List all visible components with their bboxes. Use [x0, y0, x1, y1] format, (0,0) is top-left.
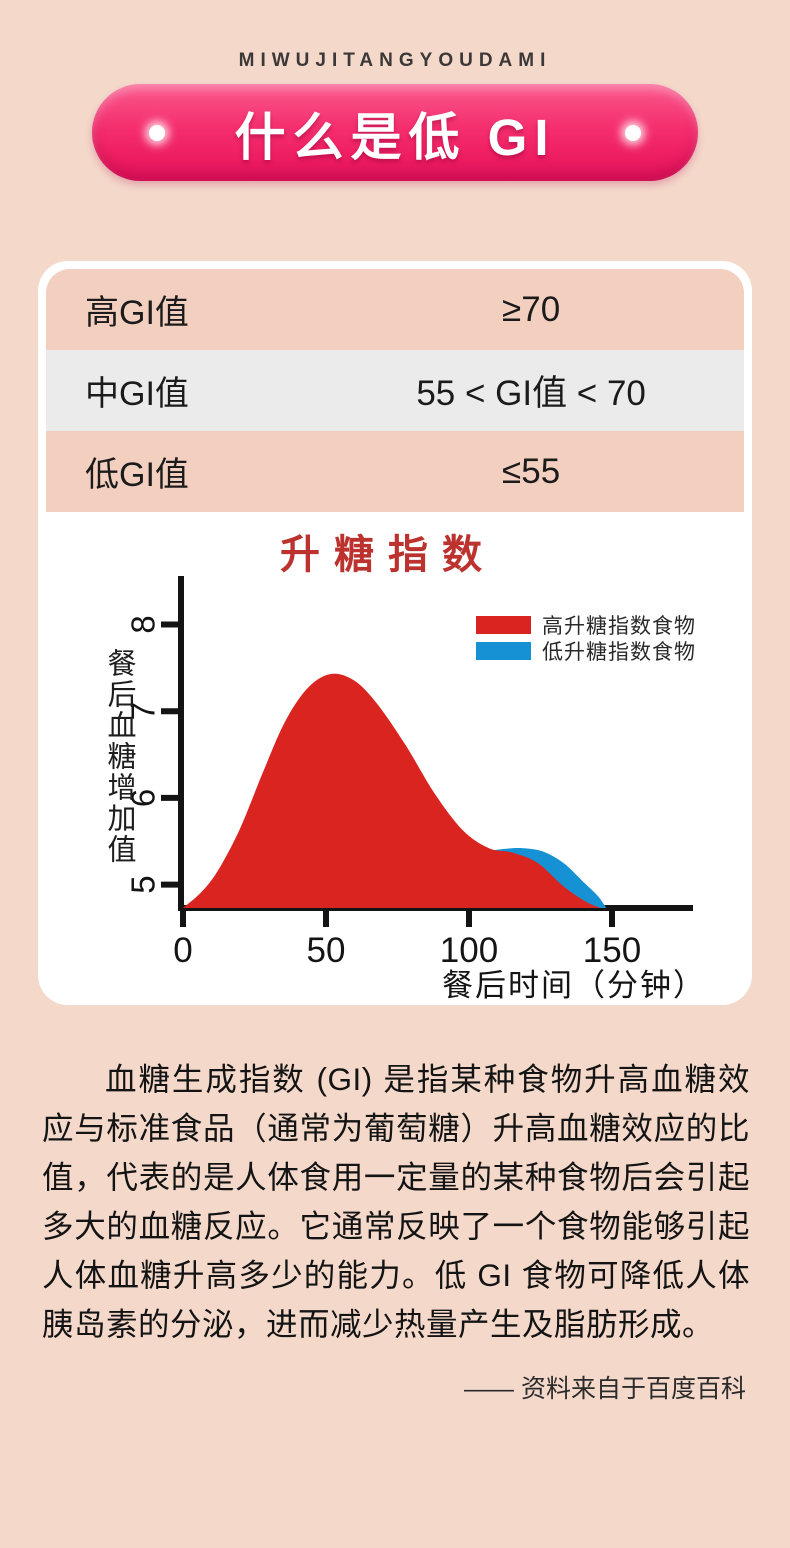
x-tick-label: 150	[583, 931, 641, 970]
banner-dot-right-icon	[625, 124, 641, 141]
row-value: ≤55	[502, 451, 561, 491]
gi-table: 高GI值 ≥70 中GI值 55 < GI值 < 70 低GI值 ≤55	[46, 269, 744, 512]
legend-swatch-high	[476, 616, 531, 634]
x-tick-label: 100	[440, 931, 498, 970]
legend-item-low-gi: 低升糖指数食物	[476, 641, 696, 664]
y-tick-label: 5	[125, 875, 162, 893]
description-paragraph: 血糖生成指数 (GI) 是指某种食物升高血糖效应与标准食品（通常为葡萄糖）升高血…	[42, 1061, 750, 1342]
x-axis-label: 餐后时间（分钟）	[442, 968, 706, 1003]
page-title: 什么是低 GI	[234, 108, 556, 166]
y-axis-label: 餐后血糖增加值	[103, 648, 135, 865]
x-tick-label: 0	[173, 931, 192, 970]
row-label: 高GI值	[85, 294, 189, 332]
table-row-low-gi: 低GI值 ≤55	[46, 431, 744, 512]
brand-text: MIWUJITANGYOUDAMI	[238, 50, 552, 71]
legend-swatch-low	[476, 642, 531, 660]
gi-chart: 150 100 50 0 8 7 6 5 餐后时间（分钟） 升糖指数 餐后血糖增加值 高升糖指数…	[46, 512, 744, 1005]
chart-title: 升糖指数	[280, 533, 496, 577]
source-attribution: —— 资料来自于百度百科	[464, 1375, 746, 1403]
row-label: 中GI值	[85, 375, 189, 413]
chart-legend: 高升糖指数食物 低升糖指数食物	[476, 615, 696, 664]
area-high-gi	[183, 673, 601, 908]
row-label: 低GI值	[85, 456, 189, 494]
y-tick-label: 6	[125, 789, 162, 807]
table-row-high-gi: 高GI值 ≥70	[46, 269, 744, 350]
content-card: 高GI值 ≥70 中GI值 55 < GI值 < 70 低GI值 ≤55 150…	[38, 261, 752, 1005]
chart-canvas: 150 100 50 0 8 7 6 5 餐后时间（分钟）	[125, 576, 706, 1003]
y-tick-label: 8	[125, 615, 162, 633]
banner-dot-left-icon	[149, 124, 165, 141]
legend-item-high-gi: 高升糖指数食物	[476, 615, 696, 638]
row-value: 55 < GI值 < 70	[416, 374, 646, 413]
x-tick-label: 50	[307, 931, 346, 970]
legend-label: 高升糖指数食物	[542, 615, 696, 638]
title-banner: 什么是低 GI	[92, 84, 698, 181]
y-tick-label: 7	[125, 702, 162, 720]
row-value: ≥70	[502, 289, 561, 329]
table-row-mid-gi: 中GI值 55 < GI值 < 70	[46, 350, 744, 431]
legend-label: 低升糖指数食物	[542, 641, 696, 664]
